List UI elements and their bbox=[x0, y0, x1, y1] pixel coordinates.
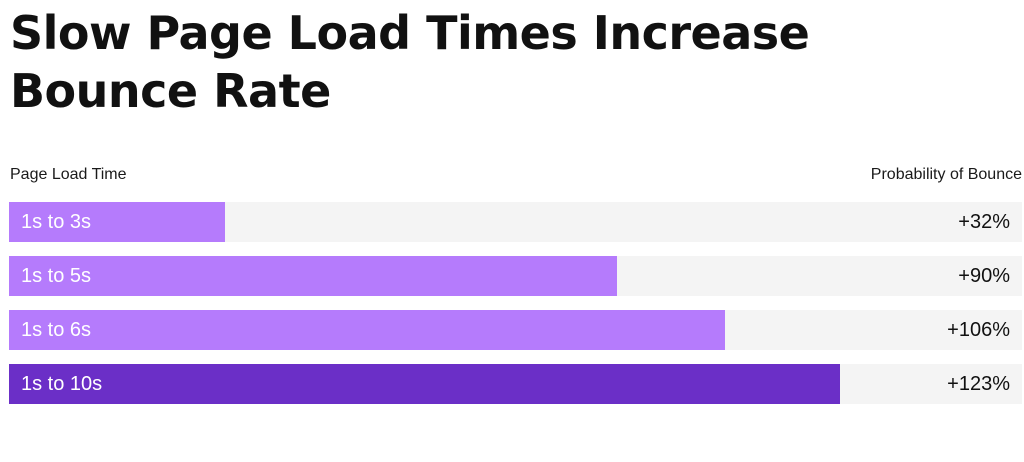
bar-category-label: 1s to 10s bbox=[21, 373, 103, 395]
column-header-probability-of-bounce: Probability of Bounce bbox=[870, 166, 1022, 183]
bar-value-label: +90% bbox=[958, 265, 1010, 287]
bar-category-label: 1s to 6s bbox=[21, 319, 92, 341]
bar-category-label: 1s to 5s bbox=[21, 265, 92, 287]
bar bbox=[9, 310, 725, 350]
column-header-page-load-time: Page Load Time bbox=[10, 166, 127, 183]
bar-value-label: +32% bbox=[958, 211, 1010, 233]
bar-category-label: 1s to 3s bbox=[21, 211, 92, 233]
bar-row: 1s to 5s +90% bbox=[9, 256, 1022, 296]
bar-row: 1s to 6s +106% bbox=[9, 310, 1022, 350]
bar-value-label: +106% bbox=[947, 319, 1010, 341]
bar bbox=[9, 364, 840, 404]
bar-row: 1s to 10s +123% bbox=[9, 364, 1022, 404]
bar-chart: 1s to 3s +32% 1s to 5s +90% 1s to 6s +106% 1s … bbox=[9, 202, 1022, 418]
bar bbox=[9, 202, 225, 242]
bar-row: 1s to 3s +32% bbox=[9, 202, 1022, 242]
bar-value-label: +123% bbox=[947, 373, 1010, 395]
chart-title: Slow Page Load Times Increase Bounce Rat… bbox=[10, 6, 810, 118]
bar bbox=[9, 256, 617, 296]
